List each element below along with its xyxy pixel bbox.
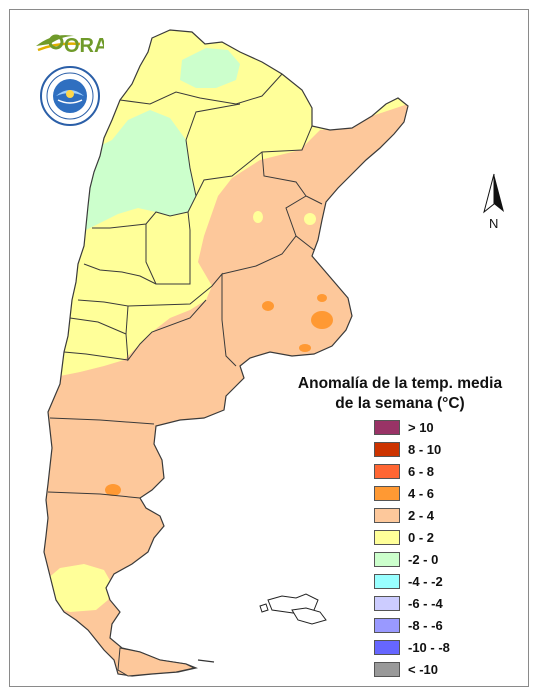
- legend-swatch: [374, 464, 400, 479]
- legend-label: -6 - -4: [408, 596, 443, 611]
- smn-seal-icon: [40, 66, 100, 131]
- legend-swatch: [374, 574, 400, 589]
- legend-swatch: [374, 442, 400, 457]
- legend-swatch: [374, 662, 400, 677]
- legend-swatch: [374, 618, 400, 633]
- legend-label: 0 - 2: [408, 530, 435, 545]
- legend-title: Anomalía de la temp. media de la semana …: [280, 374, 520, 414]
- legend-label: 8 - 10: [408, 442, 442, 457]
- legend-swatch: [374, 640, 400, 655]
- ora-logo-text: ORA: [64, 35, 104, 57]
- legend-label: 6 - 8: [408, 464, 435, 479]
- legend-swatch: [374, 552, 400, 567]
- legend-label: 2 - 4: [408, 508, 435, 523]
- legend-swatch: [374, 596, 400, 611]
- legend-label: -8 - -6: [408, 618, 443, 633]
- legend-swatch: [374, 530, 400, 545]
- legend-label: > 10: [408, 420, 434, 435]
- legend-label: -10 - -8: [408, 640, 450, 655]
- legend-title-line1: Anomalía de la temp. media: [297, 375, 503, 392]
- legend-label: -4 - -2: [408, 574, 443, 589]
- legend-label: < -10: [408, 662, 438, 677]
- legend-swatch: [374, 420, 400, 435]
- legend-label: -2 - 0: [408, 552, 439, 567]
- legend-title-line2: de la semana (°C): [335, 395, 465, 412]
- north-arrow-icon: [483, 173, 504, 214]
- ora-logo: ORA: [34, 30, 108, 65]
- north-label: N: [489, 216, 499, 231]
- legend-label: 4 - 6: [408, 486, 435, 501]
- legend-swatch: [374, 486, 400, 501]
- legend-swatch: [374, 508, 400, 523]
